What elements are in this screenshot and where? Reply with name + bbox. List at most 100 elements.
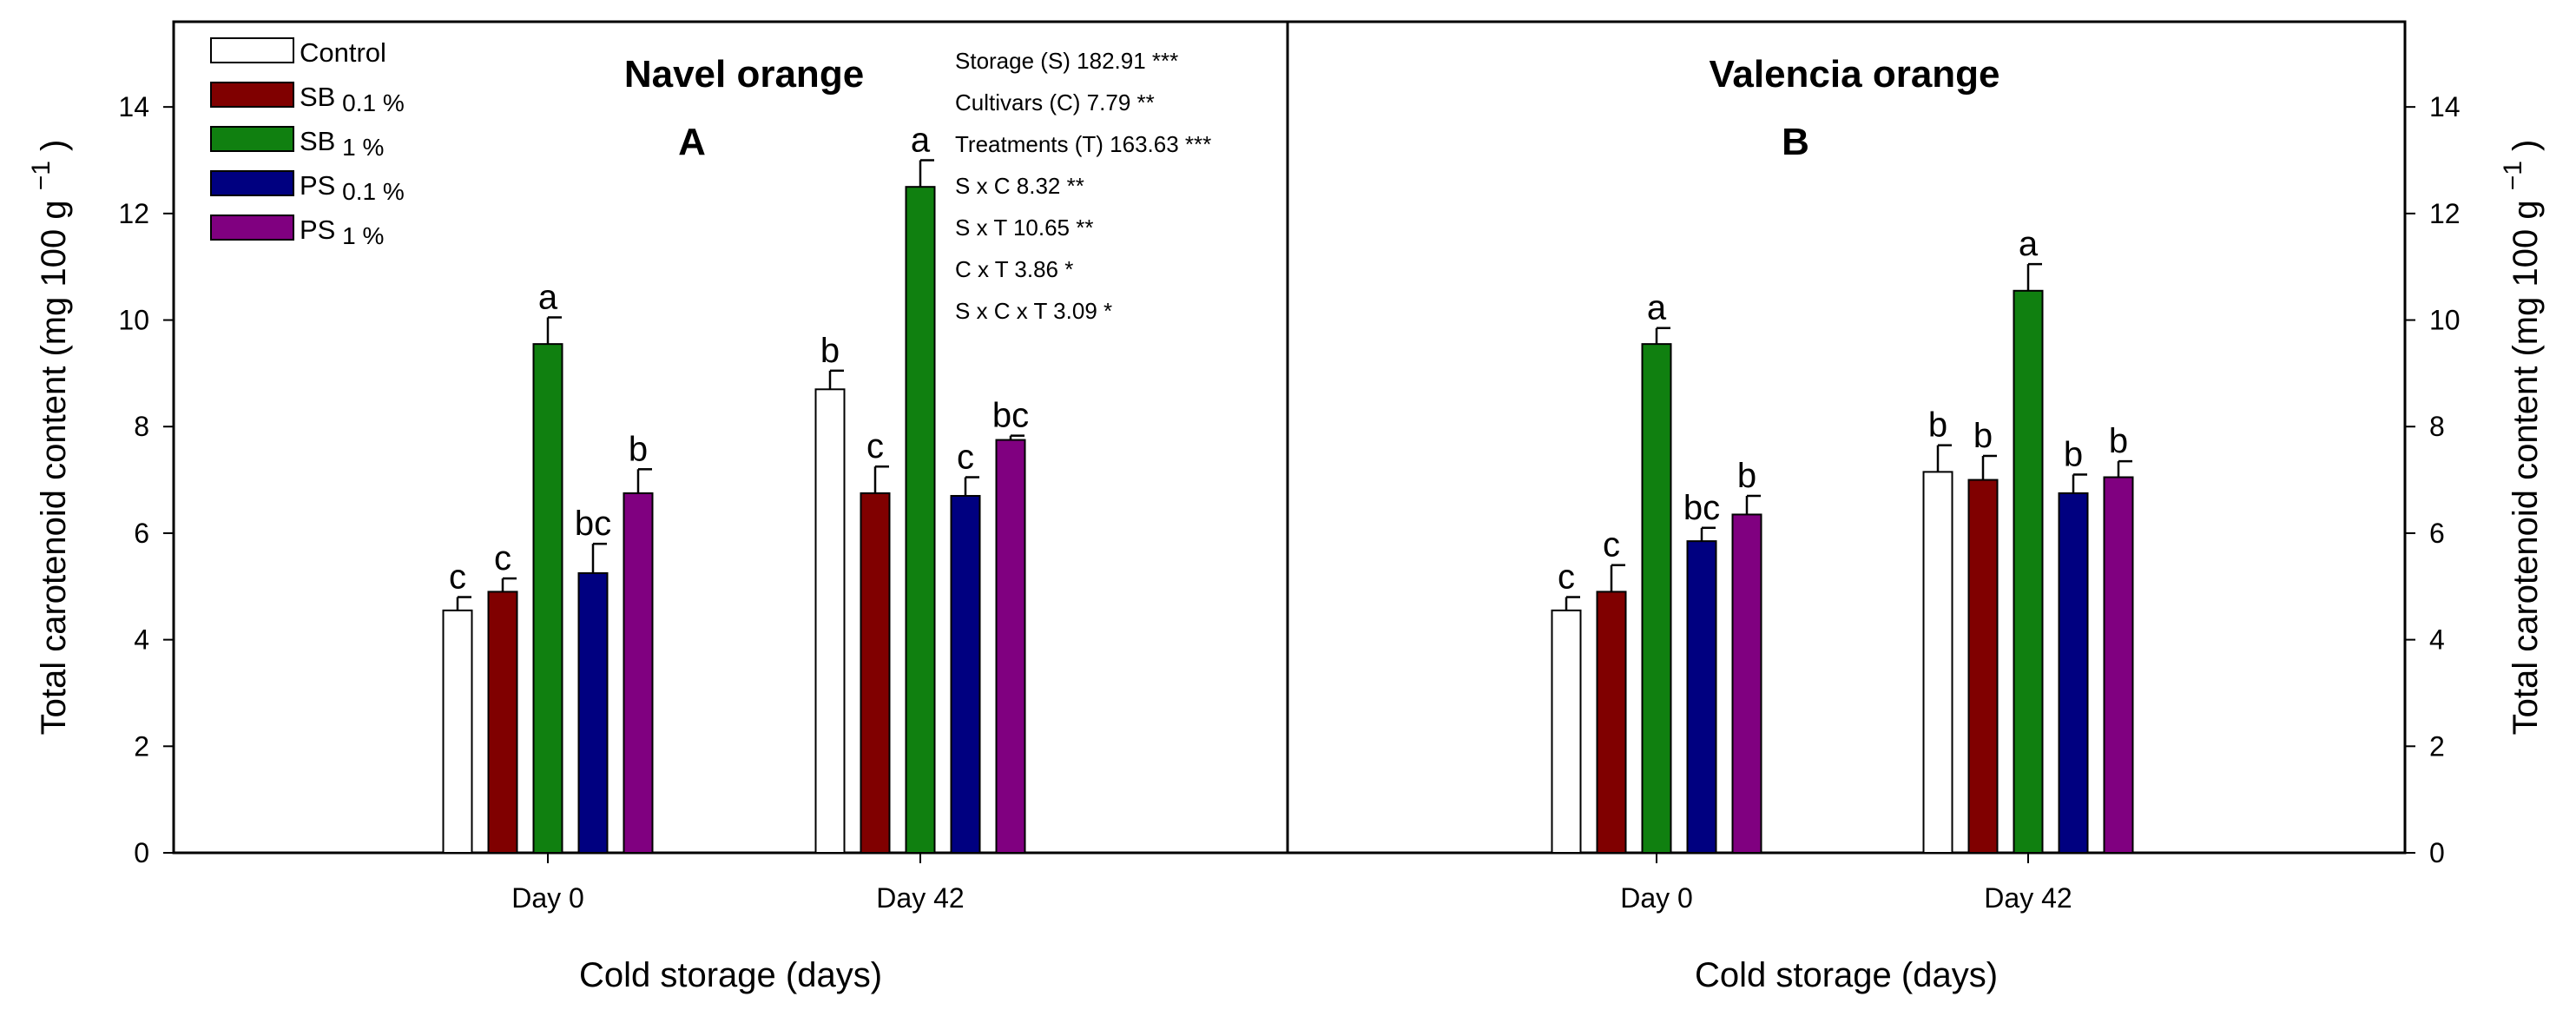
bar xyxy=(1641,343,1672,854)
y-tick-label-right: 4 xyxy=(2429,624,2445,656)
y-axis-title-right-text: Total carotenoid content (mg 100 g xyxy=(2507,190,2545,735)
significance-label: c xyxy=(449,558,466,597)
y-tick-label-right: 0 xyxy=(2429,837,2445,868)
legend-label: PS 1 % xyxy=(300,215,384,249)
bar xyxy=(1551,609,1582,854)
significance-label: a xyxy=(2019,225,2039,263)
bar xyxy=(860,492,891,854)
legend-label: PS 0.1 % xyxy=(300,170,405,205)
legend-label: SB 1 % xyxy=(300,126,384,161)
x-tick-label: Day 0 xyxy=(511,882,584,914)
y-tick-label-right: 10 xyxy=(2429,305,2461,336)
x-tick-label: Day 0 xyxy=(1620,882,1693,914)
bar xyxy=(995,439,1026,854)
bar xyxy=(442,609,473,854)
x-axis-title-1: Cold storage (days) xyxy=(1695,956,1998,994)
legend-subscript: 1 % xyxy=(335,134,384,161)
y-axis-title-right-superscript: −1 xyxy=(2499,161,2527,190)
significance-label: c xyxy=(1558,558,1575,597)
significance-label: c xyxy=(957,439,974,477)
stat-annotation: S x C 8.32 ** xyxy=(955,173,1084,199)
bar xyxy=(623,492,654,854)
significance-label: bc xyxy=(992,397,1029,435)
legend-subscript: 0.1 % xyxy=(335,178,404,205)
legend-name: PS xyxy=(300,215,335,245)
legend-swatch xyxy=(210,37,294,63)
y-tick-label-left: 6 xyxy=(134,518,149,549)
panel-letter-1: B xyxy=(1782,121,1809,163)
significance-label: b xyxy=(1928,406,1947,445)
stat-annotation: Cultivars (C) 7.79 ** xyxy=(955,89,1155,116)
bar xyxy=(2103,476,2134,855)
significance-label: b xyxy=(1973,417,1993,455)
legend-swatch xyxy=(210,82,294,108)
legend-swatch xyxy=(210,126,294,152)
stat-annotation: S x C x T 3.09 * xyxy=(955,298,1112,324)
significance-label: c xyxy=(866,427,884,465)
significance-label: c xyxy=(494,539,511,578)
y-tick-label-left: 0 xyxy=(134,837,149,868)
y-tick-label-right: 14 xyxy=(2429,91,2461,122)
bar xyxy=(1967,479,1999,854)
bar xyxy=(905,186,936,854)
bar xyxy=(2013,289,2044,854)
significance-label: b xyxy=(820,332,840,370)
y-tick-label-right: 8 xyxy=(2429,411,2445,442)
significance-label: b xyxy=(2109,422,2128,460)
y-tick-label-left: 8 xyxy=(134,411,149,442)
significance-label: b xyxy=(629,430,648,468)
legend-name: SB xyxy=(300,82,335,112)
legend-label: Control xyxy=(300,37,386,68)
y-tick-label-left: 14 xyxy=(118,91,149,122)
legend-name: SB xyxy=(300,126,335,156)
significance-label: bc xyxy=(1683,489,1720,527)
legend-subscript: 0.1 % xyxy=(335,89,404,116)
significance-label: b xyxy=(1737,457,1756,495)
stat-annotation: Storage (S) 182.91 *** xyxy=(955,48,1178,74)
bar xyxy=(1731,513,1762,854)
bar xyxy=(487,591,518,855)
panel-title-1: Valencia orange xyxy=(1709,53,2000,96)
y-axis-title-right: Total carotenoid content (mg 100 g −1 ) xyxy=(2499,140,2545,736)
bar xyxy=(577,571,609,854)
significance-label: bc xyxy=(575,505,611,543)
legend-swatch xyxy=(210,215,294,241)
bar xyxy=(1922,471,1953,854)
y-tick-label-right: 2 xyxy=(2429,730,2445,762)
y-axis-title-left: Total carotenoid content (mg 100 g −1 ) xyxy=(27,140,73,736)
legend-name: PS xyxy=(300,170,335,201)
bar xyxy=(1686,540,1717,854)
bar xyxy=(814,388,846,854)
legend-subscript: 1 % xyxy=(335,222,384,249)
legend-swatch xyxy=(210,170,294,196)
y-axis-title-left-superscript: −1 xyxy=(27,161,56,190)
y-tick-label-left: 2 xyxy=(134,730,149,762)
bar xyxy=(2058,492,2089,854)
legend-name: Control xyxy=(300,37,386,68)
bar xyxy=(1596,591,1627,855)
stat-annotation: C x T 3.86 * xyxy=(955,256,1073,282)
significance-label: c xyxy=(1603,526,1620,564)
y-tick-label-left: 4 xyxy=(134,624,149,656)
significance-label: a xyxy=(911,122,931,160)
significance-label: b xyxy=(2064,435,2083,473)
y-axis-title-left-text: Total carotenoid content (mg 100 g xyxy=(35,190,73,735)
y-axis-title-left-close: ) xyxy=(35,140,73,161)
stat-annotation: Treatments (T) 163.63 *** xyxy=(955,131,1211,157)
y-tick-label-left: 12 xyxy=(118,198,149,229)
panel-title-0: Navel orange xyxy=(624,53,864,96)
plot-frame xyxy=(172,20,2407,855)
significance-label: a xyxy=(1647,289,1667,327)
legend-label: SB 0.1 % xyxy=(300,82,405,116)
y-tick-label-right: 6 xyxy=(2429,518,2445,549)
stat-annotation: S x T 10.65 ** xyxy=(955,215,1093,241)
significance-label: a xyxy=(538,278,558,316)
y-axis-title-right-close: ) xyxy=(2507,140,2545,161)
panel-letter-0: A xyxy=(678,121,706,163)
x-tick-label: Day 42 xyxy=(1984,882,2072,914)
bar xyxy=(532,343,563,854)
y-tick-label-left: 10 xyxy=(118,305,149,336)
x-tick-label: Day 42 xyxy=(876,882,964,914)
y-tick-label-right: 12 xyxy=(2429,198,2461,229)
